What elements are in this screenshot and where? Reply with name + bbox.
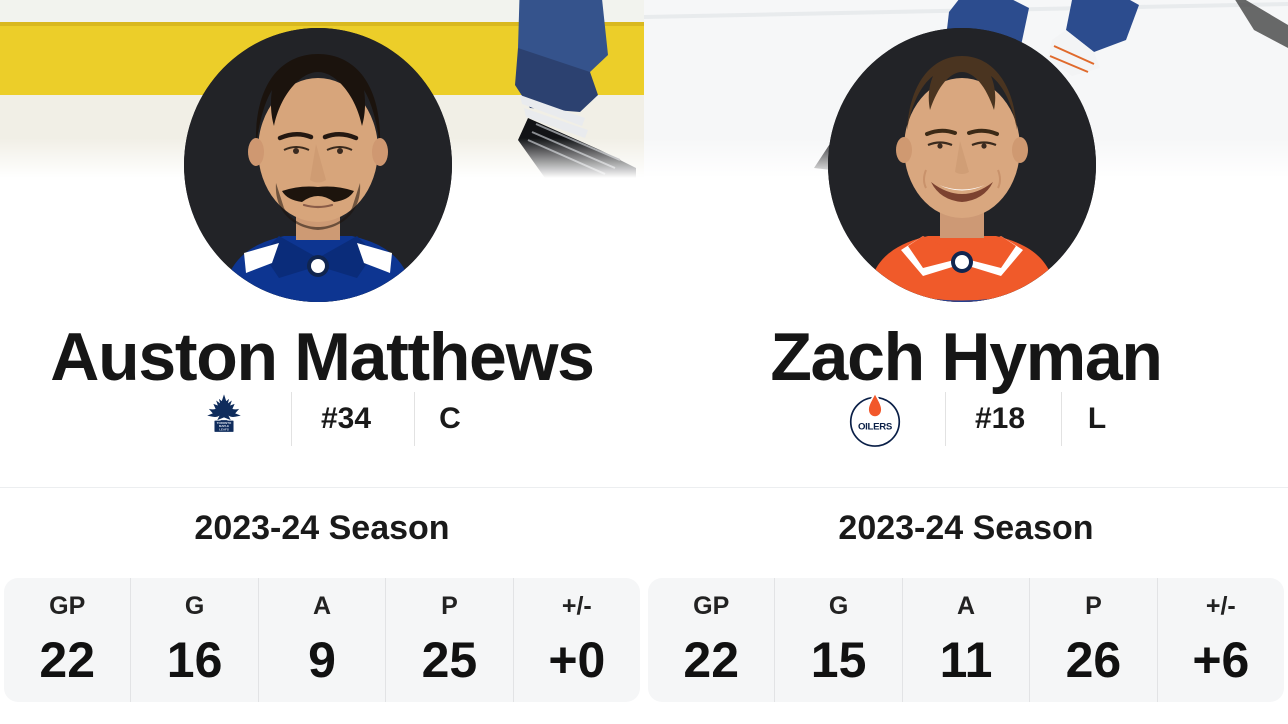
svg-text:LEAFS: LEAFS <box>219 427 229 431</box>
svg-text:OILERS: OILERS <box>858 421 893 432</box>
